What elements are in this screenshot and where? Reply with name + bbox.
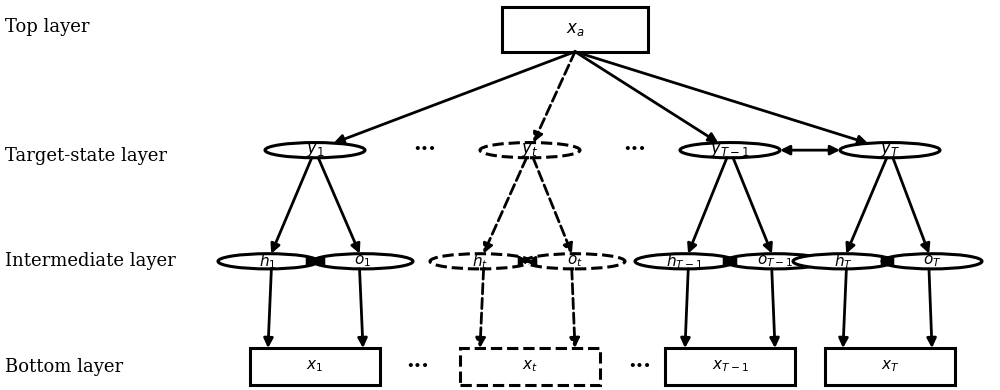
FancyBboxPatch shape bbox=[502, 7, 648, 51]
Text: ···: ··· bbox=[629, 356, 651, 378]
Ellipse shape bbox=[218, 254, 318, 269]
Text: $x_a$: $x_a$ bbox=[566, 21, 584, 38]
Ellipse shape bbox=[840, 143, 940, 158]
Ellipse shape bbox=[635, 254, 735, 269]
Text: $o_T$: $o_T$ bbox=[923, 254, 941, 269]
Text: $y_T$: $y_T$ bbox=[880, 141, 900, 159]
Ellipse shape bbox=[882, 254, 982, 269]
Text: $y_1$: $y_1$ bbox=[306, 141, 324, 159]
Text: $h_{T-1}$: $h_{T-1}$ bbox=[666, 252, 704, 271]
Ellipse shape bbox=[430, 254, 530, 269]
Ellipse shape bbox=[525, 254, 625, 269]
FancyBboxPatch shape bbox=[665, 348, 795, 385]
Text: ···: ··· bbox=[414, 139, 436, 161]
Text: ···: ··· bbox=[407, 356, 429, 378]
Text: $y_{T-1}$: $y_{T-1}$ bbox=[710, 141, 750, 159]
Text: Target-state layer: Target-state layer bbox=[5, 147, 167, 165]
Text: $o_t$: $o_t$ bbox=[567, 254, 583, 269]
Text: $o_{T-1}$: $o_{T-1}$ bbox=[757, 254, 793, 269]
Text: $x_{T-1}$: $x_{T-1}$ bbox=[712, 359, 748, 374]
Text: $x_1$: $x_1$ bbox=[306, 359, 324, 374]
Text: $x_t$: $x_t$ bbox=[522, 359, 538, 374]
FancyBboxPatch shape bbox=[250, 348, 380, 385]
Ellipse shape bbox=[680, 143, 780, 158]
Ellipse shape bbox=[265, 143, 365, 158]
Ellipse shape bbox=[480, 143, 580, 158]
Text: ···: ··· bbox=[624, 139, 646, 161]
Ellipse shape bbox=[313, 254, 413, 269]
FancyBboxPatch shape bbox=[825, 348, 955, 385]
Text: $h_1$: $h_1$ bbox=[259, 252, 277, 271]
FancyBboxPatch shape bbox=[460, 348, 600, 385]
Text: $h_T$: $h_T$ bbox=[834, 252, 852, 271]
Text: $o_1$: $o_1$ bbox=[354, 254, 372, 269]
Text: $h_t$: $h_t$ bbox=[472, 252, 488, 271]
Text: $y_t$: $y_t$ bbox=[521, 141, 539, 159]
Text: Bottom layer: Bottom layer bbox=[5, 358, 123, 376]
Text: $x_T$: $x_T$ bbox=[881, 359, 899, 374]
Ellipse shape bbox=[793, 254, 893, 269]
Ellipse shape bbox=[725, 254, 825, 269]
Text: Top layer: Top layer bbox=[5, 18, 90, 36]
Text: Intermediate layer: Intermediate layer bbox=[5, 252, 176, 270]
